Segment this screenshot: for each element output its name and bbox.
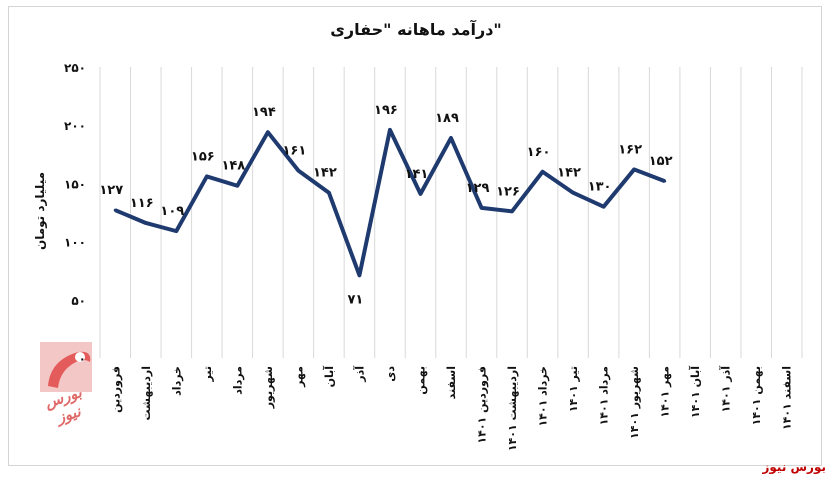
data-label: ۱۶۱	[282, 144, 306, 159]
data-point	[632, 167, 636, 171]
x-tick-label: آذر ۱۴۰۱	[719, 366, 733, 413]
x-tick-label: شهریور	[262, 366, 275, 409]
data-point	[327, 191, 331, 195]
data-point	[571, 191, 575, 195]
data-label: ۱۴۲	[313, 166, 337, 181]
y-tick-label: ۱۰۰	[64, 236, 86, 250]
data-label: ۱۱۶	[130, 196, 154, 211]
data-label: ۱۸۹	[435, 111, 459, 126]
data-point	[174, 229, 178, 233]
x-tick-label: مهر	[292, 366, 305, 388]
data-label: ۱۳۰	[588, 180, 612, 195]
x-tick-label: دی	[384, 366, 397, 382]
data-point	[205, 174, 209, 178]
y-tick-label: ۵۰	[71, 294, 86, 308]
x-tick-label: خرداد	[170, 366, 183, 396]
brand-label: بورس نیوز	[762, 460, 826, 474]
y-axis-label: میلیارد تومان	[33, 171, 47, 251]
data-label: ۱۴۱	[405, 167, 429, 182]
data-label: ۱۲۷	[99, 183, 123, 198]
data-label: ۱۹۴	[252, 105, 276, 120]
chart-frame	[8, 6, 822, 466]
x-tick-label: آبان	[322, 366, 336, 388]
x-tick-label: مهر ۱۴۰۱	[659, 366, 672, 418]
x-tick-label: اسفند	[445, 366, 458, 399]
data-point	[480, 206, 484, 210]
data-point	[113, 208, 117, 212]
data-point	[144, 221, 148, 225]
data-point	[357, 273, 361, 277]
data-label: ۱۶۰	[527, 145, 551, 160]
data-label: ۱۲۶	[496, 184, 520, 199]
y-tick-label: ۲۰۰	[64, 119, 86, 133]
logo-mark-icon	[40, 342, 92, 392]
x-tick-label: فروردین ۱۴۰۱	[476, 366, 489, 444]
data-label: ۱۵۶	[191, 149, 215, 164]
data-label: ۱۴۲	[557, 166, 581, 181]
chart-title: درآمد ماهانه "حفاری"	[330, 20, 502, 39]
x-tick-label: بهمن	[414, 366, 427, 395]
data-label: ۱۶۲	[618, 142, 642, 157]
data-point	[266, 130, 270, 134]
data-point	[663, 179, 667, 183]
y-tick-label: ۲۵۰	[64, 61, 86, 75]
data-label: ۱۴۸	[221, 159, 245, 174]
data-point	[235, 184, 239, 188]
x-tick-label: اردیبهشت ۱۴۰۱	[506, 366, 519, 451]
data-point	[418, 192, 422, 196]
x-tick-label: تیر	[201, 366, 214, 382]
x-tick-label: مرداد	[231, 366, 244, 395]
data-label: ۷۱	[347, 292, 363, 307]
data-point	[510, 209, 514, 213]
data-label: ۱۹۶	[374, 103, 398, 118]
x-tick-label: آبان ۱۴۰۱	[688, 366, 702, 418]
x-tick-label: اردیبهشت	[140, 366, 153, 420]
x-tick-label: آذر	[352, 366, 366, 383]
data-point	[541, 170, 545, 174]
data-point	[449, 136, 453, 140]
x-tick-label: تیر ۱۴۰۱	[567, 366, 580, 412]
data-point	[388, 128, 392, 132]
x-tick-label: خرداد ۱۴۰۱	[537, 366, 550, 427]
x-tick-label: بهمن ۱۴۰۱	[750, 366, 763, 425]
x-tick-label: شهریور ۱۴۰۱	[628, 366, 641, 439]
x-tick-label: اسفند ۱۴۰۱	[781, 366, 794, 430]
data-point	[602, 205, 606, 209]
data-label: ۱۵۲	[649, 154, 673, 169]
data-label: ۱۲۹	[466, 181, 490, 196]
y-tick-label: ۰	[79, 352, 86, 366]
data-label: ۱۰۹	[160, 204, 184, 219]
x-tick-label: مرداد ۱۴۰۱	[598, 366, 611, 425]
data-point	[296, 169, 300, 173]
y-tick-label: ۱۵۰	[64, 177, 86, 191]
x-tick-label: فروردین	[109, 366, 122, 413]
